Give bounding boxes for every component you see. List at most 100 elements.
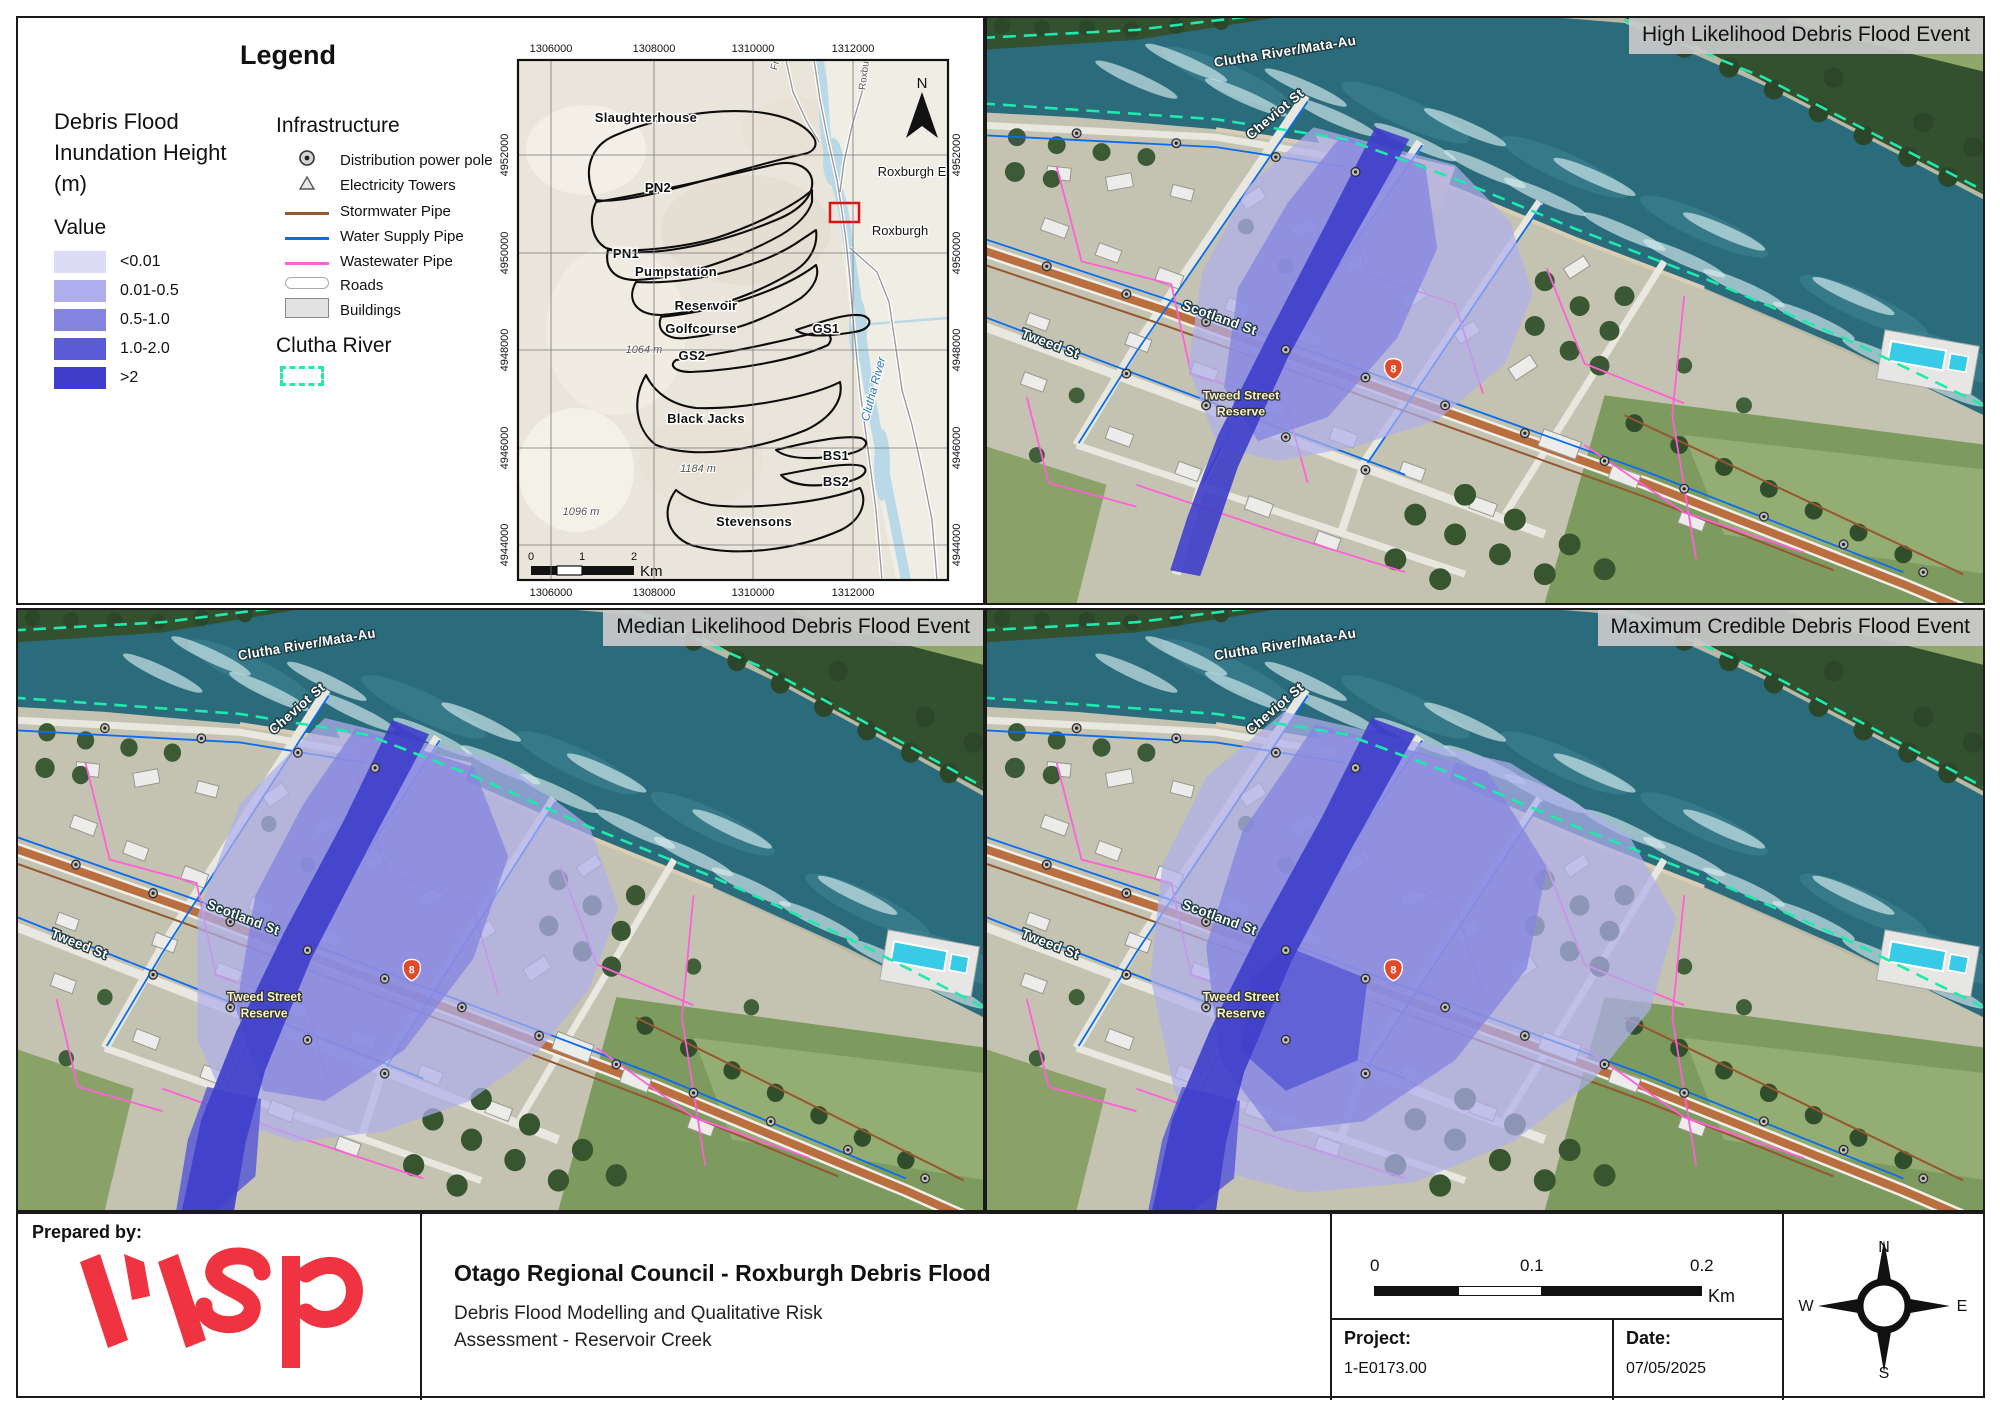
clutha-river-swatch (280, 366, 324, 386)
svg-text:4944000: 4944000 (499, 524, 511, 567)
svg-text:W: W (1798, 1298, 1814, 1315)
power-poles (71, 723, 930, 1184)
overview-frame (516, 58, 950, 582)
inundation-class-label: <0.01 (120, 253, 161, 270)
stormwater-line-icon (284, 202, 330, 220)
clutha-river (987, 610, 1983, 1018)
date-value: 07/05/2025 (1626, 1360, 1707, 1377)
infra-row: Electricity Towers (284, 174, 456, 196)
svg-text:Black Jacks: Black Jacks (667, 411, 745, 426)
swimming-pool (1875, 929, 1980, 998)
inundation-class-label: 0.01-0.5 (120, 282, 179, 299)
overview-axis-labels: 1306000 1308000 1310000 1312000 1306000 … (499, 43, 963, 599)
infra-row: Wastewater Pipe (284, 250, 453, 272)
svg-text:1096 m: 1096 m (563, 506, 600, 518)
reserve-label: Tweed Street (1203, 990, 1280, 1004)
svg-text:1312000: 1312000 (832, 43, 875, 55)
map-title-cell: Otago Regional Council - Roxburgh Debris… (422, 1214, 1332, 1400)
infra-row: Buildings (284, 297, 401, 323)
scale-unit: Km (1708, 1286, 1735, 1306)
scale-tick: 0 (1370, 1256, 1380, 1275)
svg-text:PN2: PN2 (645, 180, 671, 195)
svg-text:4946000: 4946000 (951, 427, 963, 470)
svg-text:Reservoir: Reservoir (675, 298, 738, 313)
project-cell: Project: 1-E0173.00 (1332, 1320, 1614, 1400)
swimming-pool (1875, 329, 1980, 396)
reserve-label: Reserve (1217, 1006, 1265, 1020)
panel-title: Maximum Credible Debris Flood Event (1597, 610, 1983, 646)
scalebar-segment (1458, 1286, 1542, 1296)
inundation-class-label: 1.0-2.0 (120, 340, 170, 357)
aerial-map: Clutha River/Mata-Au Cheviot St Scotland… (18, 610, 983, 1210)
inundation-class-row: 1.0-2.0 (54, 337, 170, 361)
svg-text:1312000: 1312000 (832, 587, 875, 599)
svg-text:1306000: 1306000 (530, 587, 573, 599)
map-panel-median-likelihood: Clutha River/Mata-Au Cheviot St Scotland… (16, 608, 985, 1212)
map-subtitle: Debris Flood Modelling and Qualitative R… (454, 1303, 823, 1351)
scale-tick: 0.2 (1690, 1256, 1714, 1275)
svg-text:1306000: 1306000 (530, 43, 573, 55)
far-bank-trees (987, 18, 1983, 195)
inundation-heading: Debris Flood Inundation Height (m) (54, 109, 227, 196)
scalebar-segment (1374, 1286, 1458, 1296)
overview-roads (784, 60, 939, 580)
title-block: Prepared by: Otago Regional Council - Ro… (16, 1212, 1985, 1400)
fields (18, 997, 983, 1210)
svg-text:Km: Km (640, 563, 663, 580)
date-cell: Date: 07/05/2025 (1614, 1320, 1784, 1400)
power-poles (1041, 128, 1929, 578)
reserve-label: Reserve (241, 1006, 288, 1020)
water-supply-line-icon (284, 227, 330, 245)
power-poles (1041, 723, 1929, 1184)
value-label: Value (54, 216, 107, 239)
prepared-by-cell: Prepared by: (18, 1214, 422, 1400)
svg-text:GS2: GS2 (679, 348, 706, 363)
svg-text:0: 0 (528, 551, 534, 563)
svg-text:4948000: 4948000 (499, 329, 511, 372)
wsp-logo (66, 1244, 366, 1379)
svg-text:4952000: 4952000 (951, 134, 963, 177)
buildings-icon (284, 297, 330, 323)
svg-text:Roxburgh E: Roxburgh E (878, 164, 947, 179)
svg-text:Fr: Fr (769, 59, 782, 72)
project-value: 1-E0173.00 (1344, 1360, 1427, 1377)
inundation-class-label: >2 (120, 369, 139, 386)
inundation-swatch (54, 367, 106, 389)
scalebar-segment (1542, 1286, 1702, 1296)
svg-text:Pumpstation: Pumpstation (635, 264, 717, 279)
overview-map-body: Slaughterhouse PN2 PN1 Pumpstation Reser… (518, 59, 948, 580)
aerial-map: Clutha River/Mata-Au Cheviot St Scotland… (987, 18, 1983, 603)
fields (987, 395, 1983, 603)
reserve-label: Tweed Street (1203, 388, 1280, 402)
study-area-extent-rect (828, 201, 861, 224)
date-label: Date: (1626, 1328, 1672, 1348)
svg-text:8: 8 (409, 964, 415, 976)
svg-text:S: S (1879, 1365, 1890, 1382)
clutha-river-overview (813, 60, 948, 580)
infra-row: Stormwater Pipe (284, 200, 451, 222)
overview-scalebar: 0 1 2 Km (528, 551, 663, 580)
infra-row: Water Supply Pipe (284, 225, 464, 247)
inundation-class-row: 0.5-1.0 (54, 308, 170, 332)
map-panel-high-likelihood: Clutha River/Mata-Au Cheviot St Scotland… (985, 16, 1985, 605)
compass-rose: N S W E (1798, 1239, 1967, 1382)
flood-inundation-overlay (1170, 127, 1533, 577)
route-8-shield: 8 (402, 958, 422, 982)
overview-north-arrow: N (906, 75, 938, 138)
power-pole-icon (284, 149, 330, 172)
scotland-street-road (987, 244, 1965, 603)
svg-text:PN1: PN1 (613, 246, 639, 261)
scalebar-cell: 0 0.1 0.2 Km (1332, 1214, 1784, 1320)
inundation-class-label: 0.5-1.0 (120, 311, 170, 328)
flood-inundation-overlay (1148, 711, 1677, 1210)
svg-text:4950000: 4950000 (499, 232, 511, 275)
project-label: Project: (1344, 1328, 1412, 1348)
electricity-tower-icon (284, 175, 330, 196)
svg-text:1184 m: 1184 m (680, 463, 716, 475)
svg-text:4950000: 4950000 (951, 232, 963, 275)
svg-text:Golfcourse: Golfcourse (665, 321, 737, 336)
overview-grid (518, 60, 948, 580)
prepared-by-label: Prepared by: (32, 1222, 143, 1242)
panel-title: High Likelihood Debris Flood Event (1628, 18, 1983, 54)
